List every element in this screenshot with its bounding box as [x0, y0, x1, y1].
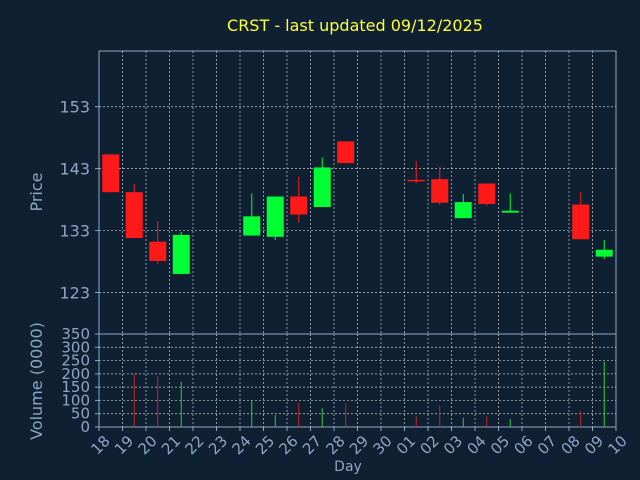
- candle: [431, 166, 449, 205]
- candle: [172, 231, 190, 274]
- candle-body: [313, 167, 331, 208]
- candle-body: [501, 210, 519, 213]
- candle: [407, 161, 425, 183]
- volume-tick-label: 350: [61, 325, 90, 343]
- volume-tick-label: 50: [71, 405, 90, 423]
- candle-body: [102, 154, 120, 193]
- volume-bars: [133, 361, 605, 427]
- price-tick-label: 123: [59, 284, 90, 303]
- candle-body: [243, 216, 261, 236]
- candle: [454, 194, 472, 219]
- volume-grid: [99, 334, 616, 427]
- volume-tick-label: 250: [61, 352, 90, 370]
- candle: [125, 184, 143, 239]
- price-panel: 123 133 143 153 Price: [27, 50, 617, 335]
- candle: [149, 221, 167, 265]
- candle-body: [290, 196, 308, 215]
- candle-body: [478, 183, 496, 204]
- price-tick-label: 133: [59, 222, 90, 241]
- price-tick-label: 153: [59, 98, 90, 117]
- candle: [290, 176, 308, 223]
- price-grid: [99, 51, 616, 334]
- candle-body: [454, 202, 472, 219]
- price-axis-label: Price: [27, 172, 46, 211]
- candle-body: [595, 249, 613, 257]
- x-axis-label: Day: [334, 459, 362, 475]
- volume-tick-label: 300: [61, 338, 90, 356]
- volume-tick-label: 100: [61, 391, 90, 409]
- candle-body: [337, 141, 355, 164]
- volume-tick-label: 200: [61, 365, 90, 383]
- candle-body: [266, 196, 284, 237]
- chart-title: CRST - last updated 09/12/2025: [227, 16, 483, 35]
- candle-body: [572, 204, 590, 240]
- candle: [102, 154, 120, 193]
- price-tick-label: 143: [59, 160, 90, 179]
- candle: [478, 183, 496, 206]
- candle-body: [431, 179, 449, 203]
- candles: [102, 141, 613, 274]
- candle: [243, 193, 261, 236]
- candle-body: [172, 234, 190, 274]
- candle-body: [125, 192, 143, 239]
- volume-tick-label: 0: [80, 418, 90, 436]
- candle: [337, 141, 355, 164]
- price-y-ticks: 123 133 143 153: [59, 98, 99, 303]
- candle-body: [149, 241, 167, 261]
- candle: [266, 196, 284, 240]
- candle-body: [407, 179, 425, 182]
- candle: [313, 157, 331, 208]
- volume-axis-label: Volume (0000): [27, 322, 46, 440]
- volume-tick-label: 150: [61, 378, 90, 396]
- candle: [572, 192, 590, 240]
- candle: [501, 193, 519, 213]
- candle: [595, 239, 613, 260]
